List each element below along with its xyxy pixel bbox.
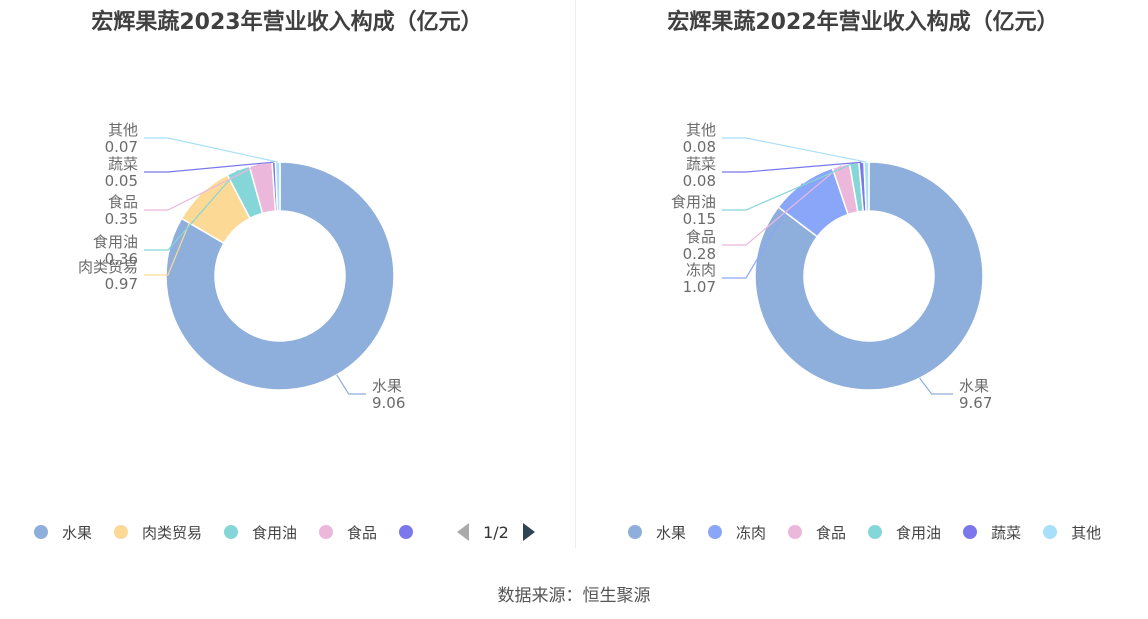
legend-label: 蔬菜	[991, 523, 1022, 542]
legend-item[interactable]: 食品	[319, 522, 377, 543]
slice-label-value: 9.06	[372, 394, 405, 412]
label-leader-line	[919, 377, 953, 395]
label-leader-line	[722, 161, 862, 173]
legend-item[interactable]: 水果	[628, 522, 686, 543]
legend-color-dot	[868, 525, 883, 539]
legend-label: 水果	[656, 523, 687, 542]
legend-item[interactable]: 水果	[34, 522, 92, 543]
chart-title: 宏辉果蔬2022年营业收入构成（亿元）	[667, 10, 1059, 35]
legend-color-dot	[788, 525, 803, 539]
legend-next-page-icon[interactable]	[522, 523, 535, 541]
pie-slice[interactable]	[165, 161, 395, 391]
slice-label-name: 食品	[108, 193, 138, 211]
legend-label: 食用油	[896, 523, 942, 542]
legend-2023: 水果 肉类贸易 食用油 食品 1/2	[34, 520, 535, 544]
label-leader-line	[144, 163, 261, 211]
slice-label-value: 0.08	[683, 138, 716, 156]
slice-label-value: 0.05	[105, 172, 138, 190]
legend-label: 食用油	[252, 523, 298, 542]
legend-item[interactable]: 冻肉	[708, 522, 766, 543]
legend-color-dot	[399, 525, 414, 539]
legend-color-dot	[963, 525, 978, 539]
legend-color-dot	[708, 525, 723, 539]
label-leader-line	[144, 193, 202, 276]
slice-label-name: 食用油	[671, 193, 716, 211]
slice-label-name: 蔬菜	[686, 155, 716, 173]
legend-label: 其他	[1071, 523, 1102, 542]
chart-title: 宏辉果蔬2023年营业收入构成（亿元）	[91, 10, 483, 35]
legend-label: 食品	[816, 523, 847, 542]
slice-label-name: 冻肉	[686, 261, 716, 279]
legend-color-dot	[1043, 525, 1058, 539]
legend-pager: 1/2	[457, 523, 535, 542]
legend-label: 水果	[62, 523, 93, 542]
legend-item[interactable]: 食用油	[224, 522, 297, 543]
slice-label-value: 0.28	[683, 245, 716, 263]
slice-label-name: 蔬菜	[108, 155, 138, 173]
legend-label: 食品	[347, 523, 378, 542]
label-leader-line	[144, 169, 239, 251]
pie-slice[interactable]	[754, 161, 984, 391]
legend-page-indicator: 1/2	[483, 522, 509, 542]
slice-label-value: 0.15	[683, 210, 716, 228]
legend-color-dot	[34, 525, 48, 539]
slice-label-value: 1.07	[683, 278, 716, 296]
legend-label: 冻肉	[736, 523, 767, 542]
slice-label-value: 0.07	[105, 138, 138, 156]
label-leader-line	[722, 137, 867, 163]
slice-label-value: 0.97	[105, 275, 138, 293]
legend-prev-page-icon[interactable]	[457, 523, 470, 541]
slice-label-name: 其他	[108, 121, 138, 139]
label-leader-line	[144, 137, 278, 163]
chart-panel-2023: 宏辉果蔬2023年营业收入构成（亿元） 水果 9.06 肉类贸易 0.97 食用油 0.3…	[0, 0, 574, 560]
slice-label-value: 0.08	[683, 172, 716, 190]
label-leader-line	[722, 183, 803, 279]
panel-divider	[575, 0, 576, 548]
slice-label-name: 水果	[372, 377, 402, 395]
legend-color-dot	[319, 525, 334, 539]
chart-panel-2022: 宏辉果蔬2022年营业收入构成（亿元） 水果 9.67 冻肉 1.07 食品 0.28 食用…	[576, 0, 1148, 560]
legend-item[interactable]: 蔬菜	[963, 522, 1021, 543]
label-leader-line	[144, 161, 274, 173]
legend-color-dot	[224, 525, 239, 539]
label-leader-line	[336, 374, 366, 395]
legend-color-dot	[114, 525, 129, 539]
slice-label-value: 0.36	[105, 250, 138, 268]
slice-label-name: 水果	[959, 377, 989, 395]
label-leader-line	[722, 162, 855, 211]
slice-label-name: 食品	[686, 228, 716, 246]
legend-label: 肉类贸易	[142, 523, 203, 542]
slice-label-name: 食用油	[93, 233, 138, 251]
label-leader-line	[722, 165, 842, 246]
legend-color-dot	[628, 525, 642, 539]
legend-item[interactable]: 肉类贸易	[114, 522, 202, 543]
slice-label-name: 肉类贸易	[78, 258, 138, 276]
legend-2022: 水果 冻肉 食品 食用油 蔬菜 其他	[628, 520, 1123, 544]
legend-item[interactable]: 其他	[1043, 522, 1101, 543]
slice-label-value: 9.67	[959, 394, 992, 412]
slice-label-name: 其他	[686, 121, 716, 139]
legend-item[interactable]: 食品	[788, 522, 846, 543]
slice-label-value: 0.35	[105, 210, 138, 228]
legend-item[interactable]	[399, 525, 427, 539]
data-source: 数据来源：恒生聚源	[497, 586, 651, 606]
legend-item[interactable]: 食用油	[868, 522, 941, 543]
